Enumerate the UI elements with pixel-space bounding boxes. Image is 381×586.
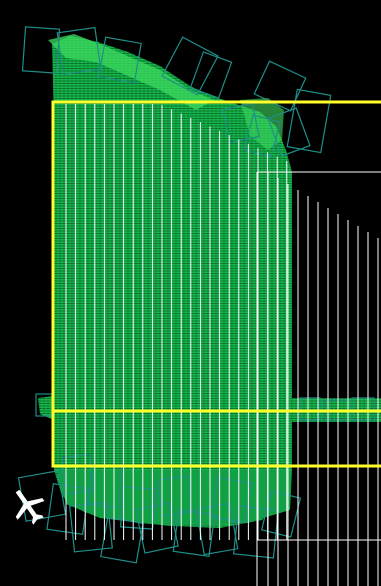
footprint-outline — [161, 36, 219, 96]
footprint-outline — [351, 397, 375, 421]
footprint-outline — [46, 483, 90, 535]
aircraft-icon[interactable] — [5, 482, 52, 530]
image-footprint-coverage — [38, 34, 381, 528]
boundary-bottom-box[interactable] — [51, 409, 381, 468]
footprint-outline — [61, 453, 95, 495]
footprint-outline — [189, 51, 233, 99]
footprint-outline — [260, 490, 302, 538]
footprint-outline — [156, 475, 194, 517]
footprint-outline — [299, 397, 321, 421]
footprint-outline — [21, 26, 61, 74]
selection-boundary[interactable] — [51, 100, 381, 468]
footprint-outline — [222, 102, 260, 144]
footprint-outline — [56, 26, 102, 76]
footprint-outline — [98, 36, 142, 84]
footprint-outline — [100, 516, 144, 564]
footprint-outline — [232, 505, 280, 559]
footprint-outline — [120, 486, 156, 530]
footprint-outline — [286, 88, 332, 154]
footprint-outline — [267, 107, 311, 157]
footprint-outline — [210, 476, 252, 524]
